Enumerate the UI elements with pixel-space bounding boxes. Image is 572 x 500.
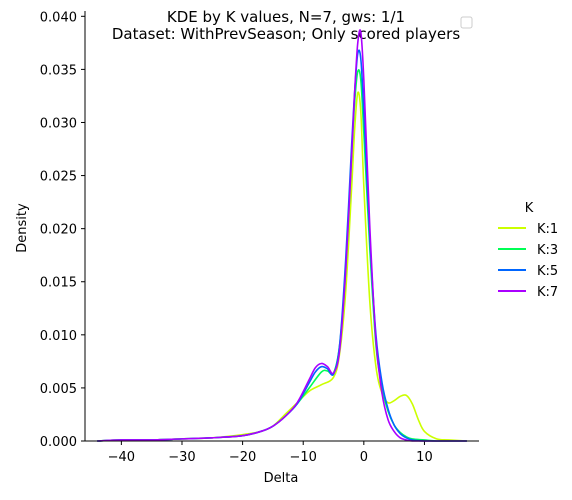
y-tick-label: 0.005 — [40, 382, 77, 397]
empty-legend-box — [460, 16, 473, 29]
y-tick-label: 0.000 — [40, 435, 77, 450]
y-tick-label: 0.035 — [40, 63, 77, 78]
series-line-k-7 — [97, 29, 467, 442]
x-tick-label: −30 — [168, 450, 195, 465]
x-tick-label: −10 — [289, 450, 316, 465]
legend-label-k-7: K:7 — [537, 285, 558, 300]
y-tick-label: 0.040 — [40, 10, 77, 25]
chart-title-line-1: KDE by K values, N=7, gws: 1/1 — [167, 8, 405, 26]
y-tick-label: 0.015 — [40, 276, 77, 291]
chart-title-line-2: Dataset: WithPrevSeason; Only scored pla… — [112, 25, 460, 43]
x-tick-label: −20 — [229, 450, 256, 465]
y-tick-label: 0.025 — [40, 170, 77, 185]
y-tick-label: 0.010 — [40, 329, 77, 344]
x-tick-label: 10 — [416, 450, 433, 465]
y-axis-ticks: 0.000 0.005 0.010 0.015 0.020 0.025 0.030 0.035… — [40, 10, 85, 450]
legend-label-k-3: K:3 — [537, 243, 558, 258]
y-tick-label: 0.020 — [40, 223, 77, 238]
y-axis-label: Density — [15, 203, 30, 253]
legend-title: K — [525, 201, 534, 216]
series-lines — [97, 29, 467, 442]
legend-label-k-5: K:5 — [537, 264, 558, 279]
legend-label-k-1: K:1 — [537, 222, 558, 237]
legend: K K:1 K:3 K:5 K:7 — [498, 201, 558, 300]
x-axis-ticks: −40 −30 −20 −10 0 10 — [108, 441, 433, 465]
x-axis-label: Delta — [264, 471, 299, 486]
x-tick-label: −40 — [108, 450, 135, 465]
y-tick-label: 0.030 — [40, 116, 77, 131]
x-tick-label: 0 — [360, 450, 368, 465]
